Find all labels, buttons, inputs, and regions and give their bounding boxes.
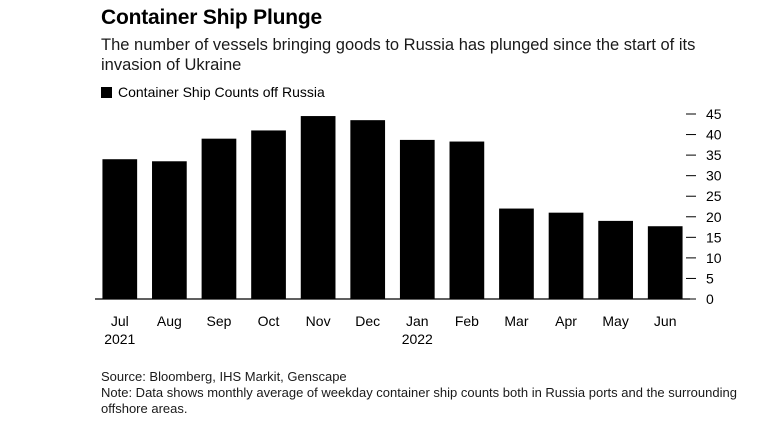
bar (350, 120, 386, 300)
legend-label: Container Ship Counts off Russia (118, 84, 325, 100)
x-tick-label: Jan (406, 313, 429, 329)
x-tick-label: Aug (157, 313, 182, 329)
chart-subtitle: The number of vessels bringing goods to … (101, 36, 696, 74)
x-tick-label: Dec (355, 313, 380, 329)
y-tick-label: 10 (706, 250, 722, 266)
y-tick-label: 35 (706, 147, 722, 163)
x-tick-label: Oct (258, 313, 280, 329)
y-tick-label: 5 (706, 270, 714, 286)
bar (152, 161, 187, 299)
legend-swatch (101, 86, 112, 98)
source-note: Source: Bloomberg, IHS Markit, Genscape (101, 369, 347, 384)
y-tick-label: 45 (706, 106, 722, 122)
y-tick-label: 40 (706, 127, 722, 143)
x-tick-label: Jun (654, 313, 677, 329)
x-year-label: 2021 (104, 331, 135, 347)
x-tick-label: Nov (306, 313, 331, 329)
legend: Container Ship Counts off Russia (101, 84, 325, 100)
bar (548, 212, 584, 299)
y-tick-label: 20 (706, 209, 722, 225)
y-tick-label: 15 (706, 229, 722, 245)
bar (300, 116, 336, 299)
bar (399, 139, 435, 299)
x-tick-label: Jul (111, 313, 129, 329)
bar (449, 141, 485, 299)
x-tick-label: Feb (455, 313, 479, 329)
bar (647, 226, 683, 299)
bar (201, 138, 237, 299)
x-tick-label: Apr (555, 313, 577, 329)
x-tick-label: Sep (206, 313, 231, 329)
y-tick-label: 30 (706, 168, 722, 184)
bar (102, 159, 138, 299)
chart-footer: Source: Bloomberg, IHS Markit, Genscape … (101, 369, 761, 417)
bar (598, 220, 633, 299)
y-tick-label: 0 (706, 291, 714, 307)
x-tick-label: May (602, 313, 628, 329)
bar (499, 208, 534, 299)
x-tick-label: Mar (504, 313, 528, 329)
y-tick-label: 25 (706, 188, 722, 204)
data-note: Note: Data shows monthly average of week… (101, 385, 737, 416)
bar (251, 130, 286, 299)
chart-title: Container Ship Plunge (101, 6, 322, 29)
x-year-label: 2022 (402, 331, 433, 347)
